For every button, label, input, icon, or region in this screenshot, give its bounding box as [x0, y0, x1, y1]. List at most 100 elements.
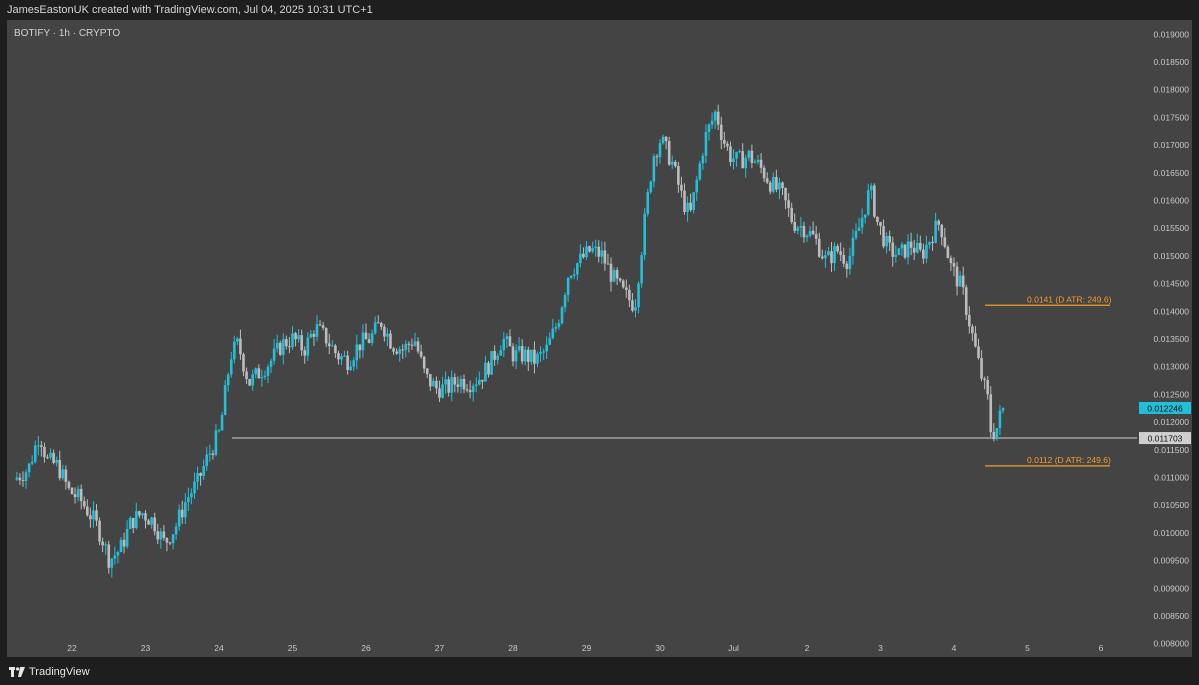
candle-body: [888, 235, 891, 243]
candle-body: [937, 220, 940, 225]
y-tick-label: 0.012500: [1154, 389, 1190, 399]
candle-body: [444, 379, 447, 385]
candle-body: [496, 355, 499, 360]
candle-body: [643, 213, 646, 256]
candle-body: [765, 178, 769, 183]
y-tick-label: 0.017000: [1154, 140, 1190, 150]
candle-body: [177, 509, 181, 527]
candle-body: [208, 453, 212, 455]
candle-body: [551, 328, 555, 339]
candle-body: [713, 111, 717, 121]
candle-body: [882, 226, 885, 247]
candle-body: [603, 250, 607, 264]
candle-body: [710, 120, 714, 125]
candle-body: [312, 333, 316, 337]
candle-body: [560, 307, 564, 324]
y-tick-label: 0.012000: [1154, 417, 1190, 427]
candle-body: [989, 394, 993, 433]
candle-body: [934, 220, 937, 243]
y-tick-label: 0.011500: [1154, 445, 1189, 455]
candle-body: [116, 552, 120, 556]
candle-body: [128, 517, 132, 529]
candle-body: [729, 146, 732, 163]
candle-body: [784, 187, 787, 201]
y-tick-label: 0.016500: [1154, 168, 1190, 178]
candle-body: [545, 344, 548, 352]
candle-body: [517, 346, 521, 351]
candle-body: [269, 360, 273, 367]
candle-body: [340, 355, 343, 360]
candle-body: [447, 379, 450, 393]
candle-body: [802, 225, 806, 238]
candle-body: [683, 190, 686, 212]
candle-body: [52, 452, 55, 463]
candle-body: [324, 327, 328, 344]
candle-body: [89, 515, 92, 520]
candle-body: [168, 542, 172, 544]
candle-body: [153, 517, 156, 532]
candle-body: [58, 459, 62, 479]
candle-body: [915, 242, 919, 253]
candle-body: [698, 163, 702, 180]
candle-body: [150, 517, 153, 525]
candle-body: [680, 184, 683, 191]
candle-body: [285, 339, 288, 347]
candle-body: [196, 473, 199, 482]
candle-body: [386, 333, 389, 337]
candle-body: [995, 427, 999, 440]
candle-body: [625, 287, 628, 290]
candle-body: [376, 322, 380, 324]
candle-body: [992, 432, 996, 440]
candle-body: [125, 528, 129, 547]
candle-body: [949, 258, 953, 264]
candle-body: [557, 323, 561, 328]
candle-body: [891, 242, 895, 257]
candle-body: [435, 380, 438, 389]
x-tick-label: 4: [952, 643, 957, 653]
candle-body: [113, 555, 117, 559]
candle-body: [309, 333, 313, 338]
candle-body: [701, 155, 705, 164]
candle-body: [854, 231, 858, 238]
candle-body: [251, 374, 254, 386]
candle-body: [46, 457, 49, 459]
candle-body: [223, 385, 227, 415]
x-tick-label: 6: [1099, 643, 1104, 653]
candle-body: [692, 192, 695, 210]
y-tick-label: 0.018500: [1154, 57, 1190, 67]
x-tick-label: 28: [508, 643, 518, 653]
atr-level-label: 0.0112 (D ATR: 249.6): [1027, 455, 1111, 465]
candle-body: [667, 141, 671, 165]
candle-body: [205, 454, 209, 467]
candle-body: [817, 238, 821, 257]
candle-body: [82, 501, 86, 507]
x-tick-label: 2: [805, 643, 810, 653]
candle-body: [542, 351, 545, 353]
candle-body: [833, 246, 836, 264]
candle-body: [49, 452, 52, 458]
y-tick-label: 0.015500: [1154, 223, 1190, 233]
candlestick-chart[interactable]: 0.019000 0.018500 0.018000 0.017500 0.017000…: [7, 20, 1192, 657]
candle-body: [110, 558, 114, 568]
candle-body: [873, 185, 876, 217]
candle-body: [689, 202, 692, 210]
candle-body: [618, 278, 622, 281]
brand-label: TradingView: [29, 666, 90, 678]
chart-panel[interactable]: 0.019000 0.018500 0.018000 0.017500 0.017000…: [7, 20, 1192, 657]
candle-body: [606, 263, 610, 265]
candle-body: [367, 339, 371, 343]
candle-body: [646, 192, 650, 214]
tradingview-brand[interactable]: TradingView: [9, 666, 90, 678]
candle-body: [321, 325, 325, 328]
x-tick-label: 26: [361, 643, 371, 653]
candle-body: [860, 217, 864, 228]
candle-body: [756, 159, 760, 163]
attribution-text: JamesEastonUK created with TradingView.c…: [7, 4, 373, 16]
candle-body: [229, 359, 233, 375]
y-tick-label: 0.013000: [1154, 362, 1190, 372]
candle-body: [294, 333, 297, 340]
candle-body: [958, 275, 962, 287]
candle-body: [331, 345, 334, 347]
symbol-label: BOTIFY · 1h · CRYPTO: [14, 28, 121, 39]
candle-body: [839, 251, 842, 256]
